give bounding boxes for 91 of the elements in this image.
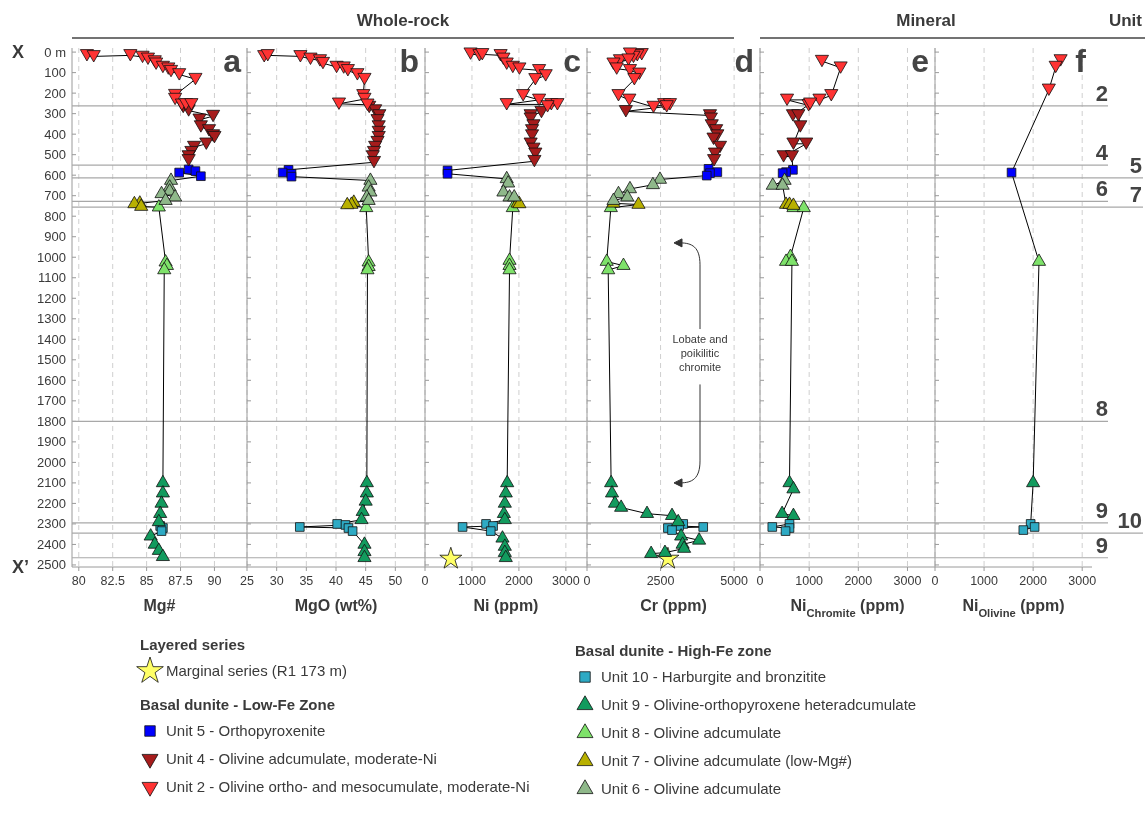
text: X’ — [12, 557, 30, 577]
x-tick-label: 45 — [358, 574, 373, 588]
text: Unit — [1108, 11, 1143, 30]
x-tick-label: 3000 — [551, 574, 580, 588]
y-tick-label: 300 — [44, 106, 66, 122]
x-tick-label: 25 — [240, 574, 254, 588]
y-tick-label: 700 — [44, 188, 66, 204]
x-tick-label: 0 — [756, 574, 764, 588]
legend-label: Unit 2 - Olivine ortho- and mesocumulate, moderate-Ni — [166, 778, 530, 795]
text: 10 — [1117, 508, 1142, 534]
y-tick-label: 500 — [44, 147, 66, 163]
y-tick-label: 2200 — [37, 495, 66, 511]
y-tick-label: 1800 — [37, 413, 66, 429]
x-tick-label: 3000 — [1068, 574, 1097, 588]
x-tick-label: 3000 — [893, 574, 922, 588]
legend-label: Unit 9 - Olivine-orthopyroxene heteradcumulate — [601, 696, 917, 713]
x-tick-label: 30 — [269, 574, 284, 588]
y-tick-label: 0 m — [44, 44, 66, 60]
y-tick-label: 2400 — [37, 536, 66, 552]
legend-label: Unit 7 - Olivine adcumulate (low-Mg#) — [601, 752, 852, 769]
x-tick-label: 87.5 — [168, 574, 193, 588]
y-tick-label: 1300 — [37, 311, 66, 327]
text: 7 — [1129, 182, 1142, 208]
x-axis-title: Ni$_{Chromite}$ (ppm) — [790, 597, 905, 619]
y-tick-label: 200 — [44, 85, 66, 101]
x-tick-label: 1000 — [458, 574, 486, 588]
legend-label: Unit 8 - Olivine adcumulate — [601, 724, 782, 741]
annotation: e — [911, 43, 929, 79]
y-tick-label: 100 — [44, 65, 66, 81]
text: Basal dunite - Low-Fe Zone — [140, 696, 336, 713]
y-tick-label: 1600 — [37, 372, 66, 388]
text: 8 — [1095, 396, 1108, 422]
y-tick-label: 1500 — [37, 352, 66, 368]
x-tick-label: 5000 — [720, 574, 749, 588]
x-axis-title: MgO (wt%) — [294, 597, 378, 614]
text: Whole-rock — [356, 11, 450, 30]
x-tick-label: 80 — [71, 574, 86, 588]
y-tick-label: 1700 — [37, 393, 66, 409]
text: Basal dunite - High-Fe zone — [575, 642, 772, 659]
annotation: d — [734, 43, 754, 79]
y-tick-label: 1100 — [38, 270, 66, 286]
annotation: f — [1075, 43, 1087, 79]
x-tick-label: 90 — [207, 574, 222, 588]
x-tick-label: 2500 — [646, 574, 675, 588]
y-tick-label: 1200 — [37, 290, 66, 306]
text: Mineral — [896, 11, 956, 30]
text: 4 — [1095, 140, 1109, 166]
x-tick-label: 0 — [421, 574, 429, 588]
legend-label: Marginal series (R1 173 m) — [166, 662, 347, 679]
x-tick-label: 2000 — [505, 574, 533, 588]
x-tick-label: 1000 — [970, 574, 999, 588]
text: 9 — [1095, 497, 1108, 523]
text: 5 — [1129, 152, 1142, 178]
x-tick-label: 50 — [388, 574, 403, 588]
x-axis-title: Cr (ppm) — [640, 597, 707, 614]
y-tick-label: 2000 — [37, 454, 66, 470]
x-tick-label: 1000 — [795, 574, 824, 588]
y-tick-label: 800 — [44, 208, 66, 224]
y-tick-label: 1400 — [37, 331, 66, 347]
y-tick-label: 2100 — [37, 475, 66, 491]
legend-label: Unit 4 - Olivine adcumulate, moderate-Ni — [166, 750, 437, 767]
y-tick-label: 2300 — [37, 516, 66, 532]
y-tick-label: 1900 — [37, 434, 66, 450]
y-tick-label: 2500 — [37, 557, 66, 573]
x-axis-title: Ni$_{Olivine}$ (ppm) — [962, 597, 1065, 619]
legend-label: Unit 10 - Harburgite and bronzitite — [601, 668, 827, 685]
x-tick-label: 2000 — [844, 574, 873, 588]
text: 2 — [1095, 80, 1108, 106]
y-tick-label: 900 — [44, 229, 66, 245]
x-tick-label: 85 — [139, 574, 154, 588]
y-tick-label: 600 — [44, 167, 66, 183]
legend-label: Unit 6 - Olivine adcumulate — [601, 780, 782, 797]
annotation: b — [399, 43, 419, 79]
x-axis-title: Ni (ppm) — [473, 597, 539, 614]
text: Layered series — [140, 636, 246, 653]
x-tick-label: 35 — [299, 574, 314, 588]
annotation: a — [223, 43, 242, 79]
x-tick-label: 82.5 — [100, 574, 125, 588]
x-tick-label: 0 — [583, 574, 591, 588]
legend-label: Unit 5 - Orthopyroxenite — [166, 722, 326, 739]
text: 9 — [1095, 532, 1108, 558]
x-axis-title: Mg# — [143, 597, 176, 614]
text: 6 — [1095, 176, 1108, 202]
annotation: Lobate and poikilitic chromite — [672, 333, 728, 374]
x-tick-label: 0 — [931, 574, 939, 588]
annotation: c — [563, 43, 581, 79]
text: X — [12, 42, 25, 63]
y-tick-label: 400 — [44, 126, 66, 142]
x-tick-label: 40 — [329, 574, 343, 588]
y-tick-label: 1000 — [37, 249, 66, 265]
x-tick-label: 2000 — [1019, 574, 1048, 588]
